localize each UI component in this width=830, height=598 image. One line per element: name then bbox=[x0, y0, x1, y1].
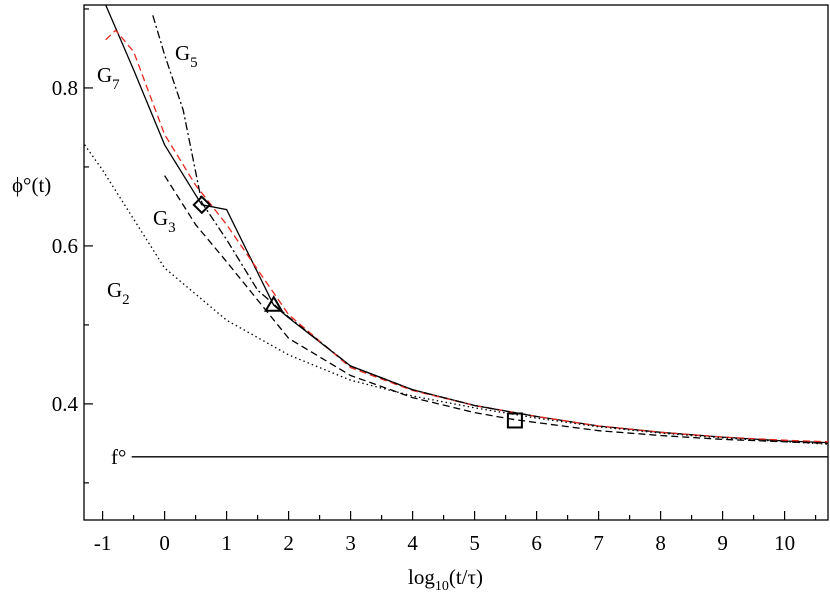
series-label: G7 bbox=[97, 63, 120, 93]
series-label: G2 bbox=[107, 278, 130, 308]
x-tick-label: 0 bbox=[159, 531, 170, 555]
y-axis-label: ϕ°(t) bbox=[12, 173, 51, 197]
y-tick-label: 0.8 bbox=[52, 76, 78, 100]
y-tick-label: 0.6 bbox=[52, 234, 78, 258]
marker-diamond bbox=[192, 195, 212, 215]
x-tick-label: 1 bbox=[221, 531, 232, 555]
x-tick-label: 6 bbox=[531, 531, 542, 555]
x-label-main: log bbox=[408, 565, 435, 589]
series-label-sub: 7 bbox=[112, 77, 120, 93]
x-tick-label: 9 bbox=[717, 531, 728, 555]
x-tick-label: -1 bbox=[94, 531, 112, 555]
series-label-main: f° bbox=[111, 445, 126, 469]
x-axis-label: log10(t/τ) bbox=[408, 565, 483, 594]
series-label-main: G bbox=[97, 63, 112, 87]
series-label-main: G bbox=[175, 41, 190, 65]
series-line bbox=[164, 175, 828, 445]
x-tick-label: 2 bbox=[283, 531, 294, 555]
x-tick-label: 4 bbox=[407, 531, 418, 555]
plot-frame bbox=[83, 4, 829, 521]
series-label-sub: 2 bbox=[122, 292, 130, 308]
x-tick-label: 10 bbox=[774, 531, 795, 555]
series-label: f° bbox=[111, 445, 126, 469]
series-label-sub: 5 bbox=[190, 55, 198, 71]
x-label-rest: (t/τ) bbox=[449, 565, 483, 589]
x-tick-label: 8 bbox=[655, 531, 666, 555]
series-label-main: G bbox=[153, 206, 168, 230]
x-tick-label: 5 bbox=[469, 531, 480, 555]
series-line bbox=[152, 15, 537, 418]
series-label: G3 bbox=[153, 206, 176, 236]
series-label-sub: 3 bbox=[168, 220, 176, 236]
y-tick-label: 0.4 bbox=[52, 392, 79, 416]
series-label-main: G bbox=[107, 278, 122, 302]
marker-square bbox=[506, 412, 523, 429]
series-line bbox=[84, 144, 828, 445]
marker-triangle bbox=[263, 295, 284, 312]
x-tick-label: 3 bbox=[345, 531, 356, 555]
series-line bbox=[105, 5, 828, 444]
x-label-sub: 10 bbox=[435, 579, 449, 594]
x-tick-label: 7 bbox=[593, 531, 604, 555]
series-line bbox=[105, 29, 828, 443]
series-label: G5 bbox=[175, 41, 198, 71]
